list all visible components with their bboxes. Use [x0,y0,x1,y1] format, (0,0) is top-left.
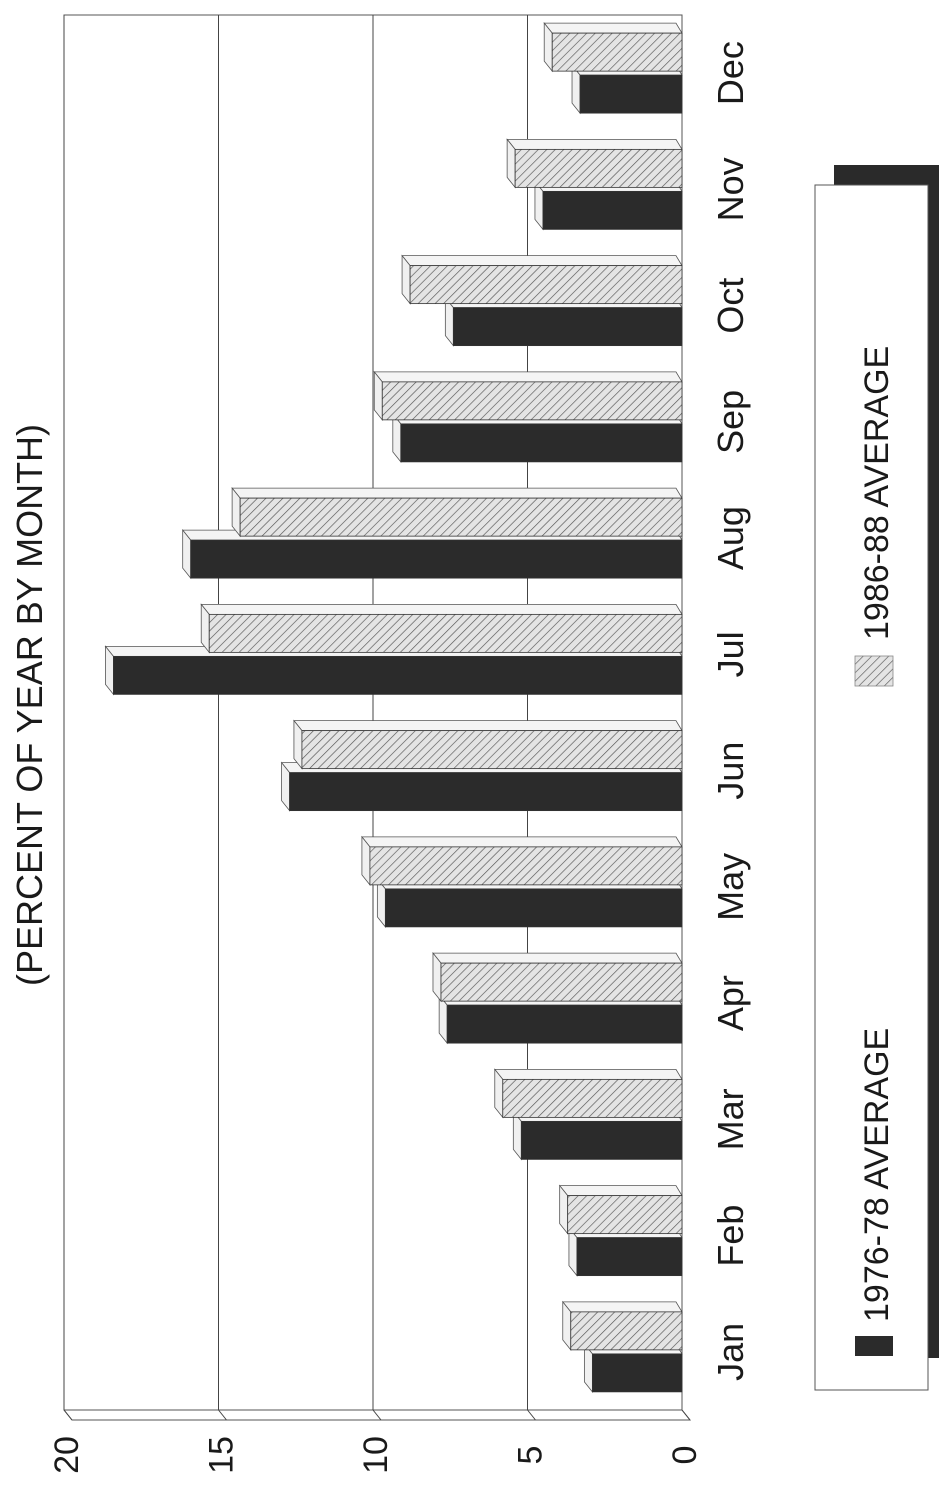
bar-jan-1976-78 [583,1342,683,1394]
tick-mark [681,1409,691,1421]
legend-label-1976-78: 1976-78 AVERAGE [858,1028,896,1322]
bar-front-face [452,307,683,347]
bar-front-face [289,772,683,812]
tick-mark [372,1409,382,1421]
category-label: Dec [710,41,751,105]
category-labels: Jan Feb Mar Apr May Jun Jul Aug Sep Oct Nov Dec [710,41,751,1381]
bar-front-face [576,1237,683,1277]
category-label: Apr [710,975,751,1031]
legend-label-1986-88: 1986-88 AVERAGE [858,346,896,640]
category-label: Sep [710,390,751,454]
bar-front-face [570,1311,683,1351]
bar-jan-1986-88 [561,1300,683,1352]
bar-oct-1986-88 [401,254,683,305]
bar-top-face [558,1185,683,1197]
bar-jul-1976-78 [104,645,683,696]
bar-nov-1976-78 [534,180,683,231]
bar-front-face [446,1004,683,1044]
bar-front-face [591,1353,683,1393]
gridlines [63,15,691,1421]
bar-top-face [432,952,683,964]
bar-front-face [551,32,683,72]
legend: 1976-78 AVERAGE 1986-88 AVERAGE [814,165,939,1391]
category-label: Feb [710,1205,751,1267]
bar-top-face [361,836,683,848]
bar-mar-1986-88 [493,1068,683,1119]
bar-front-face [542,190,683,230]
tick-mark [218,1409,227,1421]
bar-aug-1976-78 [181,528,683,580]
tick-mark [527,1409,536,1421]
bar-front-face [409,265,683,305]
value-tick-label: 10 [357,1436,395,1474]
tick-mark [63,1409,73,1421]
category-label: Oct [710,278,751,334]
bar-front-face [239,497,683,537]
value-axis-ticks: 0 5 10 15 20 [48,1436,704,1474]
bar-front-face [520,1120,683,1160]
bar-front-face [301,730,683,770]
bar-top-face [373,371,683,383]
bar-jun-1986-88 [293,719,683,770]
bar-feb-1976-78 [568,1226,683,1277]
bar-top-face [561,1301,683,1313]
bar-front-face [440,962,683,1002]
category-label: Mar [710,1088,751,1150]
category-label: Jul [710,631,751,677]
legend-box [814,184,929,1391]
category-label: Jan [710,1323,751,1381]
bar-front-face [369,846,683,886]
bar-front-face [400,423,683,463]
bar-dec-1986-88 [543,21,683,73]
chart-title: (PERCENT OF YEAR BY MONTH) [9,424,50,986]
bar-top-face [200,603,683,615]
bar-front-face [579,74,683,114]
value-tick-label: 0 [666,1446,704,1465]
bar-top-face [543,22,683,34]
bar-top-face [493,1068,683,1080]
bar-jun-1976-78 [280,761,683,812]
bar-feb-1986-88 [558,1184,683,1235]
bar-top-face [506,138,683,150]
category-label: May [710,853,751,921]
category-label: Jun [710,742,751,800]
value-tick-label: 15 [203,1436,241,1474]
value-tick-label: 5 [512,1446,550,1465]
bar-front-face [113,655,683,695]
bar-may-1986-88 [361,835,683,887]
bar-front-face [381,381,683,421]
bar-top-face [231,487,683,499]
bar-dec-1976-78 [571,63,683,115]
bar-front-face [502,1078,683,1118]
bar-apr-1976-78 [438,993,683,1045]
bar-top-face [293,720,683,732]
bar-may-1976-78 [376,877,683,929]
bar-mar-1976-78 [512,1110,683,1161]
bar-front-face [190,539,683,579]
bar-front-face [514,148,683,188]
bar-sep-1976-78 [391,412,683,464]
bar-oct-1976-78 [444,296,683,347]
bar-front-face [567,1195,683,1235]
legend-swatch-1976-78 [855,1336,893,1356]
category-label: Aug [710,506,751,570]
bar-sep-1986-88 [373,370,683,422]
bar-top-face [401,255,683,267]
bar-front-face [384,888,683,928]
bar-jul-1986-88 [200,603,683,654]
bar-apr-1986-88 [432,951,683,1003]
bar-front-face [208,613,683,653]
bar-nov-1986-88 [506,138,683,189]
bar-aug-1986-88 [231,486,683,538]
bars [104,21,683,1394]
legend-swatch-1986-88 [854,655,894,687]
category-label: Nov [710,157,751,221]
value-tick-label: 20 [48,1436,86,1474]
